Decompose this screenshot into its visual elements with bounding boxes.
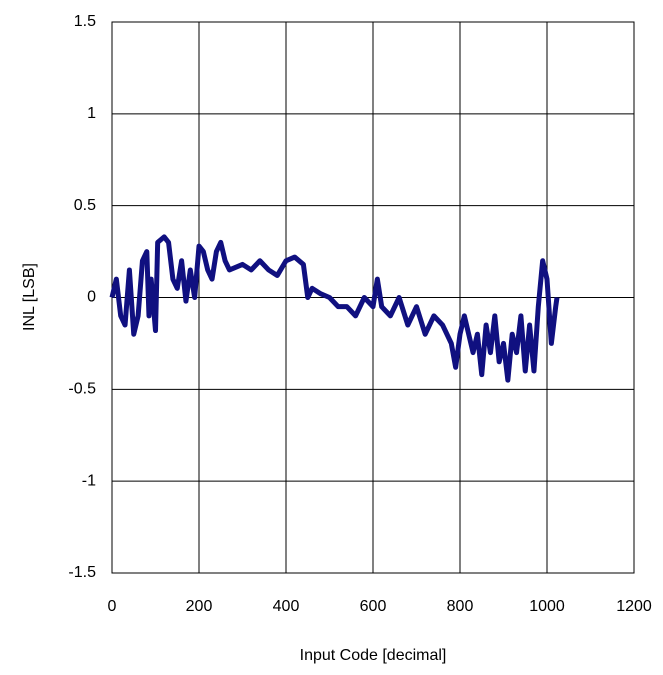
y-axis-label: INL [LSB] bbox=[21, 263, 38, 331]
x-axis-label: Input Code [decimal] bbox=[300, 647, 447, 664]
x-tick-label: 1000 bbox=[529, 598, 565, 615]
x-tick-label: 1200 bbox=[616, 598, 652, 615]
data-line bbox=[109, 234, 560, 383]
x-tick-label: 200 bbox=[186, 598, 213, 615]
x-tick-label: 800 bbox=[447, 598, 474, 615]
y-tick-label: -1.5 bbox=[68, 564, 96, 581]
x-tick-label: 400 bbox=[273, 598, 300, 615]
y-tick-label: 1 bbox=[87, 105, 96, 122]
y-tick-label: -1 bbox=[82, 472, 96, 489]
y-tick-label: 0 bbox=[87, 289, 96, 306]
y-tick-label: 0.5 bbox=[74, 197, 96, 214]
x-tick-label: 600 bbox=[360, 598, 387, 615]
y-tick-label: 1.5 bbox=[74, 13, 96, 30]
y-tick-label: -0.5 bbox=[68, 381, 96, 398]
x-tick-label: 0 bbox=[108, 598, 117, 615]
